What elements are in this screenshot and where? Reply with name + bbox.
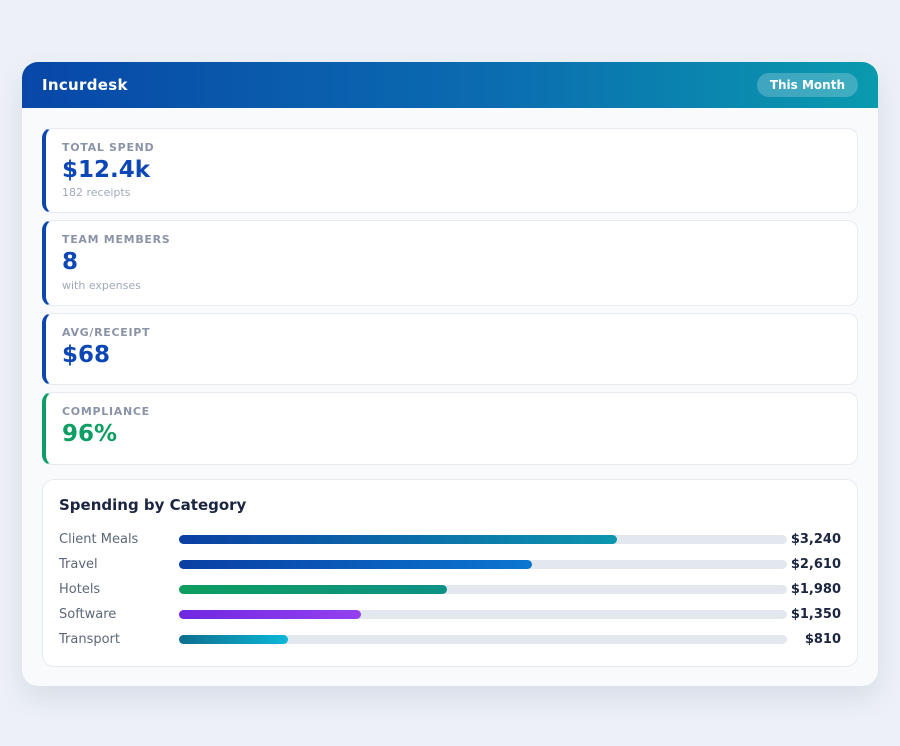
- bar-label: Hotels: [59, 581, 101, 597]
- bar-row-travel: Travel $2,610: [59, 552, 841, 577]
- bar-track: [179, 559, 787, 569]
- stat-card-compliance: COMPLIANCE 96%: [42, 392, 858, 465]
- stat-value: $68: [62, 341, 111, 368]
- chart-title: Spending by Category: [59, 495, 247, 514]
- bar-fill: [179, 584, 447, 594]
- stat-subtitle: with expenses: [62, 278, 141, 292]
- stat-value: 8: [62, 249, 79, 276]
- bar-label: Transport: [59, 631, 121, 647]
- bar-value: $2,610: [790, 556, 841, 572]
- stat-subtitle: 182 receipts: [62, 186, 131, 200]
- stat-card-team-members: TEAM MEMBERS 8 with expenses: [42, 220, 858, 306]
- bar-fill: [179, 609, 362, 619]
- stat-label: AVG/RECEIPT: [62, 325, 151, 339]
- bar-label: Client Meals: [59, 531, 139, 547]
- app-window: Incurdesk This Month TOTAL SPEND $12.4k …: [22, 62, 878, 686]
- stat-label: TOTAL SPEND: [62, 141, 155, 154]
- bar-row-software: Software $1,350: [59, 602, 841, 627]
- app-header: Incurdesk This Month: [22, 62, 878, 108]
- bar-row-client-meals: Client Meals $3,240: [59, 527, 841, 552]
- bar-label: Software: [59, 606, 117, 622]
- stat-label: TEAM MEMBERS: [62, 233, 171, 247]
- bar-value: $810: [804, 631, 841, 647]
- bar-value: $1,980: [790, 581, 841, 597]
- stat-card-avg-receipt: AVG/RECEIPT $68: [42, 312, 858, 386]
- bar-fill: [179, 559, 532, 569]
- bar-value: $3,240: [790, 531, 841, 547]
- bar-track: [179, 584, 787, 594]
- bar-row-hotels: Hotels $1,980: [59, 577, 841, 602]
- stat-card-total-spend: TOTAL SPEND $12.4k 182 receipts: [42, 128, 858, 214]
- stat-value: $12.4k: [62, 157, 151, 183]
- stat-value: 96%: [62, 421, 118, 448]
- spending-by-category-panel: Spending by Category Client Meals $3,240…: [42, 478, 858, 667]
- bar-fill: [179, 534, 617, 544]
- bar-track: [179, 634, 787, 644]
- period-badge[interactable]: This Month: [756, 73, 858, 97]
- bar-track: [179, 609, 787, 619]
- main-content: TOTAL SPEND $12.4k 182 receipts TEAM MEM…: [22, 108, 878, 686]
- app-title: Incurdesk: [42, 76, 128, 94]
- bar-fill: [179, 634, 289, 644]
- bar-track: [179, 534, 787, 544]
- bar-label: Travel: [59, 556, 98, 572]
- bar-row-transport: Transport $810: [59, 627, 841, 652]
- stat-label: COMPLIANCE: [62, 405, 150, 419]
- bar-value: $1,350: [790, 606, 841, 622]
